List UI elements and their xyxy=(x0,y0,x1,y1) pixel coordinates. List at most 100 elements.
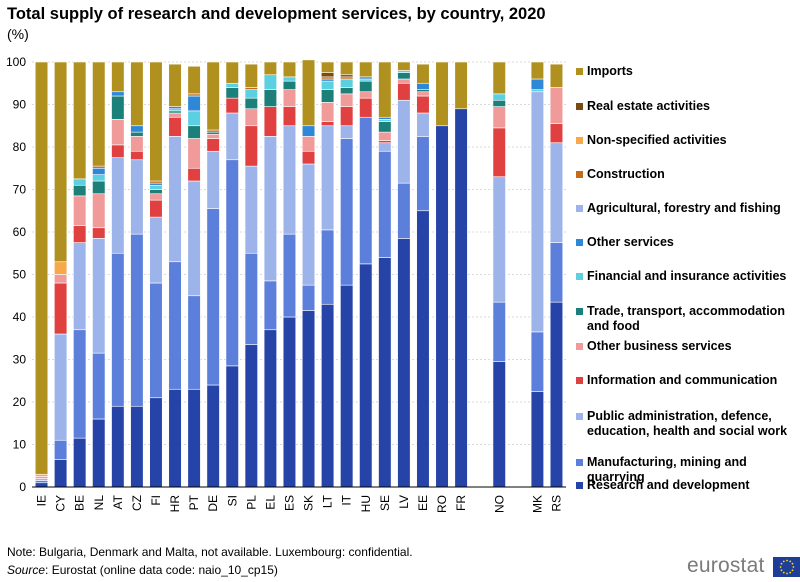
bar-segment xyxy=(435,125,449,488)
bar-segment xyxy=(111,405,125,488)
bar-segment xyxy=(530,78,544,90)
bar-segment xyxy=(168,108,182,112)
x-tick-label: AT xyxy=(111,494,125,509)
bar-segment xyxy=(435,61,449,127)
bar-segment xyxy=(321,303,335,488)
bar-segment xyxy=(416,95,430,114)
legend-swatch xyxy=(576,482,583,489)
x-tick-label: EL xyxy=(263,495,277,510)
bar-segment xyxy=(530,91,544,333)
bar-segment xyxy=(416,91,430,97)
bar-segment xyxy=(263,61,277,76)
x-tick-label: IE xyxy=(35,495,49,506)
legend-label: Agricultural, forestry and fishing xyxy=(587,201,781,215)
bar-segment xyxy=(378,121,392,133)
bar-segment xyxy=(416,89,430,93)
bar-segment xyxy=(530,89,544,93)
footnote: Note: Bulgaria, Denmark and Malta, not a… xyxy=(7,545,413,559)
legend-swatch xyxy=(576,103,583,110)
bar-segment xyxy=(301,163,316,286)
bar-segment xyxy=(206,138,220,152)
bar-segment xyxy=(397,238,411,488)
bar-segment xyxy=(225,97,239,114)
bar-segment xyxy=(321,76,335,80)
bar-segment xyxy=(111,61,125,93)
y-tick-label: 60 xyxy=(13,225,27,239)
bar-segment xyxy=(549,87,564,124)
bar-segment xyxy=(416,210,430,488)
bar-segment xyxy=(492,361,506,488)
x-tick-label: CZ xyxy=(130,495,144,511)
bar-segment xyxy=(92,165,106,169)
bar-segment xyxy=(282,89,297,107)
bar-segment xyxy=(34,476,49,479)
y-tick-label: 10 xyxy=(13,438,27,452)
bar-segment xyxy=(73,184,87,197)
bar-segment xyxy=(301,150,316,165)
bar-segment xyxy=(340,78,354,88)
bar-segment xyxy=(149,189,163,195)
y-tick-label: 20 xyxy=(13,395,27,409)
bar-segment xyxy=(130,405,144,488)
legend-swatch xyxy=(576,413,583,420)
bar-segment xyxy=(187,167,201,182)
bar-segment xyxy=(187,180,201,297)
bar-segment xyxy=(282,125,297,235)
legend-label: Other business services xyxy=(587,339,732,353)
bar-segment xyxy=(92,174,106,182)
bar-segment xyxy=(340,106,354,127)
bar-segment xyxy=(187,138,201,169)
bar-segment xyxy=(225,112,239,161)
bar-segment xyxy=(282,76,297,82)
legend-label: Imports xyxy=(587,64,633,78)
bar-segment xyxy=(54,459,68,488)
bar-segment xyxy=(92,227,106,239)
bar-segment xyxy=(149,182,163,186)
bar-segment xyxy=(282,233,297,318)
bar-segment xyxy=(206,133,220,139)
y-tick-label: 0 xyxy=(19,480,26,494)
bar-segment xyxy=(549,242,564,303)
source-line: Source: Eurostat (online data code: naio… xyxy=(7,563,278,577)
bar-segment xyxy=(340,138,354,286)
legend-label: Public administration, defence, educatio… xyxy=(587,409,788,438)
bar-segment xyxy=(54,333,68,441)
bar-segment xyxy=(492,106,506,129)
logo-text: eurostat xyxy=(687,554,765,577)
x-tick-label: RS xyxy=(549,495,563,512)
bar-segment xyxy=(301,125,316,137)
legend-label: Research and development xyxy=(587,478,750,492)
bar-segment xyxy=(149,216,163,284)
bar-segment xyxy=(244,97,258,110)
bar-segment xyxy=(321,61,335,73)
bar-segment xyxy=(130,150,144,161)
bar-segment xyxy=(492,301,506,362)
chart-subtitle: (%) xyxy=(7,26,29,42)
bar-segment xyxy=(244,87,258,90)
bar-segment xyxy=(149,193,163,201)
bar-segment xyxy=(187,110,201,127)
bar-segment xyxy=(454,61,468,110)
x-tick-label: NO xyxy=(492,495,506,513)
bar-segment xyxy=(244,108,258,127)
legend-label: Information and communication xyxy=(587,373,778,387)
bar-segment xyxy=(359,78,373,82)
bar-segment xyxy=(301,310,316,488)
x-tick-label: EE xyxy=(416,495,430,511)
y-tick-label: 30 xyxy=(13,353,27,367)
bar-segment xyxy=(530,331,544,392)
y-tick-label: 70 xyxy=(13,183,27,197)
bar-segment xyxy=(263,106,277,137)
bar-segment xyxy=(359,116,373,265)
legend-label: Other services xyxy=(587,235,674,249)
bar-segment xyxy=(111,95,125,120)
bar-segment xyxy=(340,93,354,107)
y-tick-label: 40 xyxy=(13,310,27,324)
y-tick-label: 50 xyxy=(13,268,27,282)
bar-segment xyxy=(549,123,564,144)
x-tick-label: FI xyxy=(149,495,163,506)
bar-segment xyxy=(549,301,564,488)
bar-segment xyxy=(282,106,297,127)
bar-segment xyxy=(225,365,239,488)
bar-segment xyxy=(149,184,163,190)
